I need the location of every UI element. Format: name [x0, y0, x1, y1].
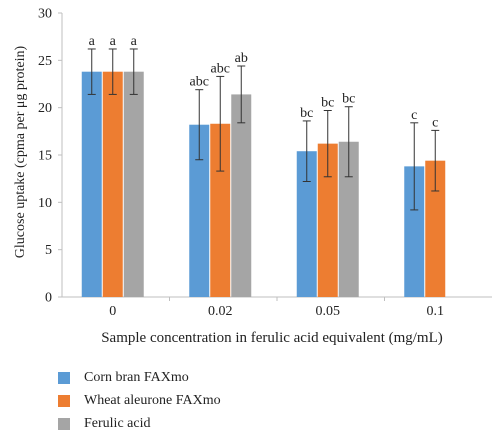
- x-tick-label: 0.02: [208, 304, 233, 319]
- legend-item-ferulic-acid: Ferulic acid: [58, 414, 221, 434]
- legend-label-ferulic-acid: Ferulic acid: [84, 416, 151, 431]
- y-tick-label: 30: [38, 7, 52, 22]
- bar: [425, 160, 446, 297]
- bar: [338, 141, 359, 297]
- significance-label: c: [432, 115, 438, 130]
- y-tick-label: 0: [45, 291, 52, 306]
- significance-label: bc: [300, 106, 313, 121]
- legend-swatch-ferulic-acid: [58, 418, 70, 430]
- legend-item-wheat-aleurone: Wheat aleurone FAXmo: [58, 391, 221, 411]
- significance-label: abc: [211, 61, 230, 76]
- significance-label: bc: [321, 96, 334, 111]
- x-axis-label: Sample concentration in ferulic acid equ…: [101, 330, 443, 345]
- bar: [102, 71, 123, 298]
- significance-label: bc: [342, 92, 355, 107]
- bar: [317, 143, 338, 297]
- legend-item-corn-bran: Corn bran FAXmo: [58, 368, 221, 388]
- legend-swatch-wheat-aleurone: [58, 395, 70, 407]
- y-tick-label: 25: [38, 54, 52, 69]
- bar: [123, 71, 144, 298]
- bar: [189, 124, 210, 297]
- significance-label: c: [411, 108, 417, 123]
- y-tick-label: 10: [38, 196, 52, 211]
- bar: [404, 166, 425, 297]
- x-tick-label: 0.1: [427, 304, 445, 319]
- bar: [81, 71, 102, 298]
- significance-label: a: [110, 34, 117, 49]
- chart-legend: Corn bran FAXmo Wheat aleurone FAXmo Fer…: [58, 368, 221, 437]
- y-tick-label: 5: [45, 243, 52, 258]
- legend-label-wheat-aleurone: Wheat aleurone FAXmo: [84, 393, 221, 408]
- y-tick-label: 15: [38, 149, 52, 164]
- significance-label: abc: [190, 75, 209, 90]
- significance-label: ab: [235, 51, 248, 66]
- significance-label: a: [131, 34, 138, 49]
- x-tick-label: 0: [109, 304, 116, 319]
- chart-bars: [81, 71, 446, 298]
- y-axis-label: Glucose uptake (cpma per μg protein): [13, 45, 28, 258]
- legend-swatch-corn-bran: [58, 372, 70, 384]
- bar: [210, 123, 231, 297]
- bar: [296, 151, 317, 297]
- bar: [231, 94, 252, 297]
- legend-label-corn-bran: Corn bran FAXmo: [84, 370, 189, 385]
- significance-label: a: [89, 34, 96, 49]
- chart-axes: 0 5 10 15 20 25 30 0 0.02 0.05 0.1: [38, 7, 492, 319]
- y-tick-label: 20: [38, 101, 52, 116]
- chart-error-bars: [87, 48, 440, 211]
- x-tick-label: 0.05: [316, 304, 341, 319]
